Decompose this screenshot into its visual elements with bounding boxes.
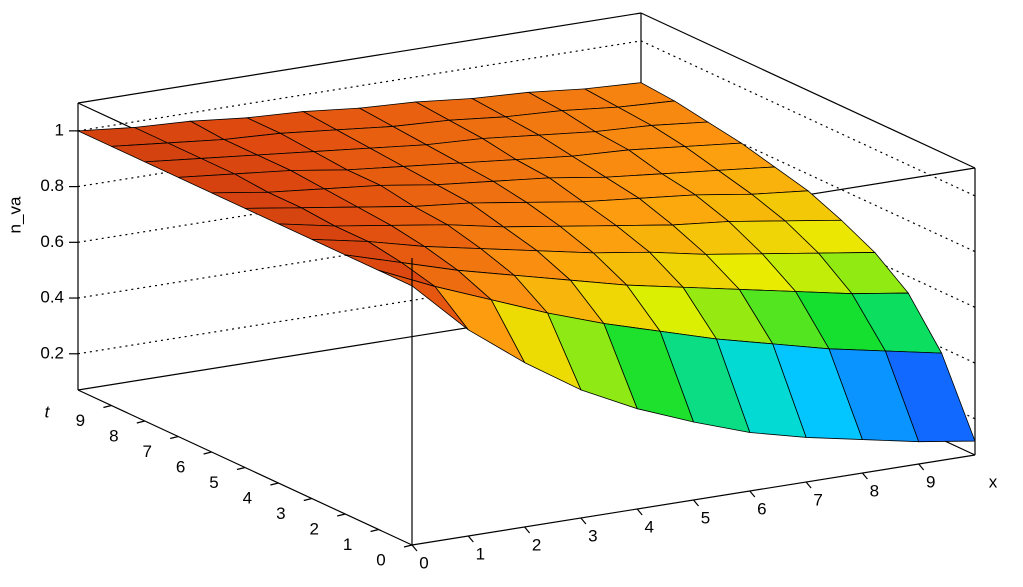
t-axis-title: t <box>45 402 51 421</box>
t-tick <box>303 497 312 502</box>
y-tick-label: 3 <box>276 504 285 523</box>
box-edge <box>640 12 976 169</box>
y-tick-label: 6 <box>176 457 185 476</box>
y-tick-label: 4 <box>243 488 252 507</box>
y-tick-label: 2 <box>309 519 318 538</box>
x-tick-label: 7 <box>813 490 822 509</box>
t-tick <box>403 544 413 548</box>
surface-cell <box>378 269 469 331</box>
x-tick-label: 9 <box>926 472 935 491</box>
x-tick <box>918 463 925 471</box>
x-tick-label: 8 <box>870 481 879 500</box>
x-tick <box>693 499 699 507</box>
z-axis-title: n_va <box>5 196 24 233</box>
grid-line <box>77 40 976 197</box>
x-tick <box>861 472 868 480</box>
x-tick-label: 6 <box>757 499 766 518</box>
t-tick <box>203 451 212 455</box>
x-tick-label: 4 <box>644 517 653 536</box>
t-tick <box>270 482 279 486</box>
y-tick-label: 5 <box>209 473 218 492</box>
x-tick <box>467 535 474 543</box>
x-tick <box>805 481 812 489</box>
x-tick-label: 1 <box>476 544 485 563</box>
x-tick-label: 0 <box>419 553 428 572</box>
t-tick <box>103 404 112 409</box>
z-tick-label: 0.8 <box>40 176 64 195</box>
z-tick-label: 0.2 <box>40 343 64 362</box>
y-tick-label: 0 <box>376 550 385 569</box>
x-tick <box>411 544 418 552</box>
z-tick-label: 1 <box>55 120 64 139</box>
y-tick-label: 1 <box>343 535 352 554</box>
t-tick <box>370 528 379 533</box>
y-tick-label: 9 <box>76 411 85 430</box>
x-axis-title: x <box>989 472 998 491</box>
t-tick <box>236 466 246 471</box>
t-tick <box>136 420 145 424</box>
t-tick <box>337 513 346 517</box>
z-tick-label: 0.6 <box>40 232 64 251</box>
x-tick-label: 5 <box>701 508 710 527</box>
y-tick-label: 7 <box>142 442 151 461</box>
x-tick <box>580 517 587 525</box>
x-tick-label: 3 <box>588 526 597 545</box>
x-tick <box>524 526 531 534</box>
y-tick-label: 8 <box>109 426 118 445</box>
t-tick <box>170 435 179 440</box>
x-tick <box>636 508 643 516</box>
box-edge <box>77 12 642 104</box>
x-tick <box>749 490 756 498</box>
x-tick-label: 2 <box>532 535 541 554</box>
z-tick-label: 0.4 <box>40 288 64 307</box>
